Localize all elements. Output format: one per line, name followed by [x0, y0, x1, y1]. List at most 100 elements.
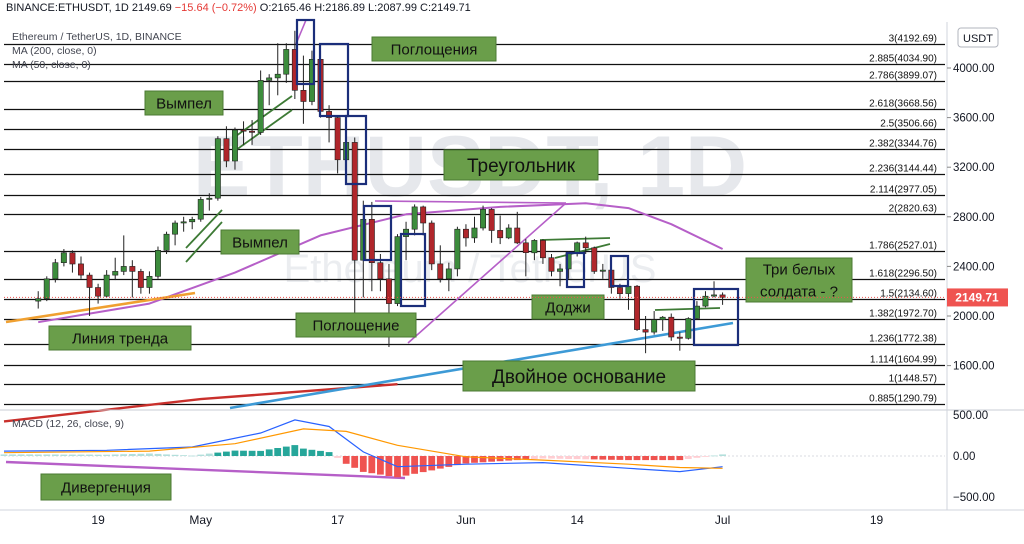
candle-body [334, 117, 341, 161]
macd-histogram-bar [180, 455, 187, 456]
label-pogloshchenie-bg [295, 312, 417, 338]
macd-histogram-bar [325, 452, 333, 456]
candle-body [625, 285, 632, 294]
macd-histogram-bar [650, 456, 658, 461]
header-high: H:2186.89 [314, 2, 365, 14]
label-vympel-1-bg [144, 90, 224, 116]
macd-histogram-bar [86, 454, 93, 456]
macd-histogram-bar [573, 456, 581, 460]
macd-histogram-bar [257, 450, 264, 456]
macd-histogram-bar [282, 446, 290, 456]
header-symbol: BINANCE:ETHUSDT, 1D [6, 2, 129, 14]
candle-body [480, 209, 486, 229]
macd-histogram-bar [590, 456, 598, 460]
macd-histogram-bar [188, 455, 196, 457]
label-pogloshcheniya-bg [371, 36, 497, 62]
macd-histogram-bar [667, 456, 675, 461]
fib-label: 1.618(2296.50) [869, 269, 937, 280]
macd-histogram-bar [684, 456, 692, 459]
fib-label: 2.885(4034.90) [869, 54, 937, 65]
macd-tick-label: 500.00 [953, 410, 988, 422]
macd-histogram-bar [428, 456, 436, 471]
macd-histogram-bar [137, 453, 145, 456]
time-tick-label: 14 [570, 513, 584, 527]
candle-body [86, 274, 93, 288]
pattern-box [692, 287, 740, 347]
time-tick-label: Jul [715, 513, 730, 527]
macd-tick-label: 0.00 [953, 451, 975, 463]
price-tick-label: 3200.00 [953, 162, 995, 174]
macd-histogram-bar [120, 454, 128, 456]
macd-histogram-bar [342, 456, 350, 464]
macd-histogram-bar [710, 455, 718, 457]
price-tick-label: 3600.00 [953, 113, 995, 125]
candle-body [172, 222, 178, 235]
candle-body [514, 227, 521, 244]
candle-body [531, 240, 538, 254]
macd-histogram-bar [146, 453, 153, 456]
label-tri-soldata: Три белых [763, 261, 836, 278]
macd-histogram-bar [171, 454, 179, 456]
candle-body [702, 295, 709, 307]
candle-body [522, 242, 529, 254]
candle-body [385, 278, 392, 304]
header-low: L:2087.99 [368, 2, 417, 14]
legend-title: Ethereum / TetherUS, 1D, BINANCE [12, 31, 182, 43]
label-dvoinoe-osnovanie-bg [462, 360, 696, 392]
candle-body [206, 197, 213, 200]
label-pogloshcheniya: Поглощения [391, 41, 478, 58]
candle-body [35, 298, 42, 302]
macd-histogram-bar [608, 456, 615, 460]
legend-macd: MACD (12, 26, close, 9) [12, 418, 125, 430]
label-liniya-trenda-bg [48, 325, 192, 351]
macd-histogram-bar [291, 445, 299, 456]
candle-body [274, 73, 281, 79]
macd-histogram-bar [539, 456, 547, 459]
label-vympel-2: Вымпел [232, 234, 288, 251]
time-tick-label: 19 [870, 513, 884, 527]
macd-histogram-bar [0, 454, 8, 456]
time-tick-label: Jun [456, 513, 475, 527]
macd-histogram-bar [334, 456, 341, 458]
macd-histogram-bar [26, 454, 33, 456]
fib-label: 0.885(1290.79) [869, 394, 937, 405]
fib-label: 3(4192.69) [889, 34, 937, 45]
macd-histogram-bar [214, 452, 222, 456]
pattern-box [318, 42, 350, 118]
candle-body [668, 316, 675, 338]
macd-histogram-bar [368, 456, 376, 474]
time-tick-label: 17 [331, 513, 345, 527]
header-open: O:2165.46 [259, 2, 312, 14]
macd-histogram-bar [436, 456, 444, 469]
candle-body [232, 129, 238, 162]
price-tick-label: 4000.00 [953, 63, 995, 75]
price-tick-label: 2000.00 [953, 311, 995, 323]
pattern-box [344, 114, 368, 186]
macd-histogram-bar [565, 456, 572, 459]
candle-body [437, 263, 444, 280]
candle-body [214, 138, 221, 199]
macd-histogram-bar [223, 451, 230, 456]
fib-label: 2.382(3344.76) [869, 139, 937, 150]
candle-body [120, 266, 127, 272]
candle-body [488, 209, 495, 231]
macd-histogram-bar [17, 454, 25, 456]
candle-body [505, 227, 512, 239]
signal-line [3, 428, 723, 469]
fib-label: 2(2820.63) [889, 204, 937, 215]
triangle-top-line [374, 200, 567, 204]
ma50-line [38, 202, 724, 324]
candle-body [60, 252, 67, 264]
candle-body [497, 230, 504, 239]
macd-histogram-bar [462, 456, 470, 464]
candle-body [377, 262, 384, 280]
price-tick-label: 2800.00 [953, 212, 995, 224]
fib-label: 2.786(3899.07) [869, 71, 937, 82]
macd-histogram-bar [248, 450, 256, 456]
fib-label: 2.5(3506.66) [880, 119, 937, 130]
candle-body [651, 319, 658, 333]
pennant-line [235, 95, 293, 137]
candle-body [326, 111, 332, 118]
label-liniya-trenda: Линия тренда [72, 330, 169, 347]
candle-body [574, 242, 581, 254]
